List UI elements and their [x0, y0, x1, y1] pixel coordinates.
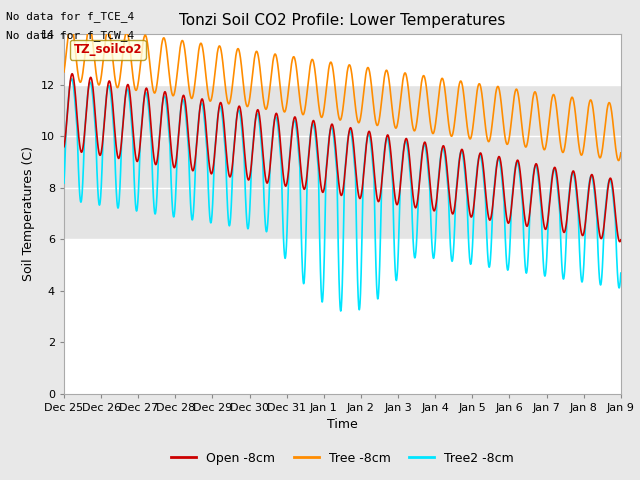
Tree -8cm: [60, 69, 68, 75]
Tree2 -8cm: [60, 180, 68, 186]
Text: No data for f_TCE_4: No data for f_TCE_4: [6, 11, 134, 22]
Line: Tree2 -8cm: Tree2 -8cm: [64, 79, 621, 311]
Tree2 -8cm: [95, 202, 103, 208]
Text: No data for f_TCW_4: No data for f_TCW_4: [6, 30, 134, 41]
Open -8cm: [60, 144, 68, 150]
Tree -8cm: [490, 103, 498, 108]
Tree2 -8cm: [337, 308, 344, 314]
X-axis label: Time: Time: [327, 418, 358, 431]
Tree2 -8cm: [127, 106, 134, 111]
Open -8cm: [490, 189, 498, 194]
Tree2 -8cm: [68, 76, 76, 82]
Tree2 -8cm: [234, 111, 241, 117]
Tree2 -8cm: [127, 115, 135, 120]
Title: Tonzi Soil CO2 Profile: Lower Temperatures: Tonzi Soil CO2 Profile: Lower Temperatur…: [179, 13, 506, 28]
Y-axis label: Soil Temperatures (C): Soil Temperatures (C): [22, 146, 35, 281]
Tree2 -8cm: [490, 182, 498, 188]
Open -8cm: [234, 111, 241, 117]
Tree -8cm: [617, 150, 625, 156]
Open -8cm: [617, 237, 625, 243]
Open -8cm: [95, 151, 103, 157]
Open -8cm: [616, 239, 623, 245]
Open -8cm: [127, 103, 135, 109]
Open -8cm: [445, 186, 452, 192]
Tree -8cm: [234, 47, 241, 52]
Tree -8cm: [127, 57, 135, 62]
Line: Tree -8cm: Tree -8cm: [64, 24, 621, 160]
Tree -8cm: [95, 82, 103, 88]
Tree -8cm: [67, 22, 75, 27]
Tree -8cm: [615, 157, 623, 163]
Legend: Open -8cm, Tree -8cm, Tree2 -8cm: Open -8cm, Tree -8cm, Tree2 -8cm: [166, 447, 519, 469]
Open -8cm: [127, 95, 134, 100]
Open -8cm: [68, 71, 76, 77]
Tree -8cm: [445, 122, 452, 128]
Tree2 -8cm: [445, 209, 453, 215]
Line: Open -8cm: Open -8cm: [64, 74, 621, 242]
Bar: [64, 85, 621, 240]
Tree2 -8cm: [617, 270, 625, 276]
Tree -8cm: [127, 49, 134, 55]
